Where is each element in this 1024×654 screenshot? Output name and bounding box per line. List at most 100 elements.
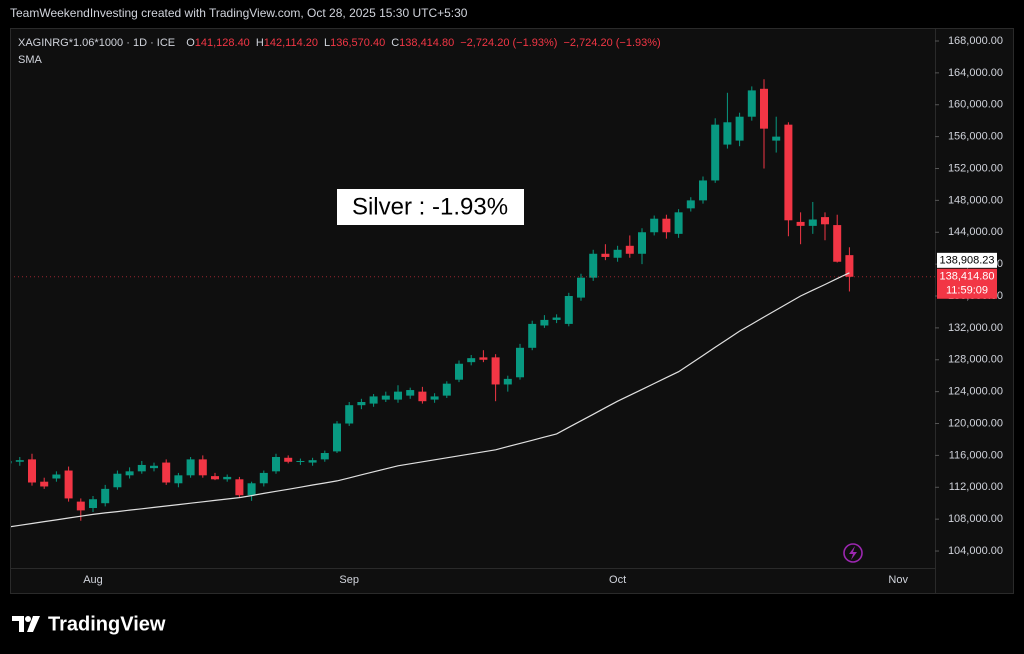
candle-body [503,378,512,385]
candle-body [198,459,207,476]
candle-body [11,460,12,464]
candle-body [455,363,463,380]
ohlc-value: 141,128.40 [195,37,250,49]
candle-body [821,217,829,225]
candle-body [150,465,158,469]
candle-body [369,396,378,404]
x-tick-label: Oct [609,574,626,586]
candle-body [711,124,720,181]
candle-body [577,277,585,298]
x-tick-label: Nov [888,574,908,586]
y-tick-label: 148,000.00 [948,194,1003,206]
countdown: 11:59:09 [946,285,988,297]
sma-line [11,272,850,528]
candle-body [491,357,500,385]
y-tick-label: 124,000.00 [948,386,1003,398]
candle-body [418,391,427,402]
candle-body [247,483,256,496]
logo-dot [25,616,31,622]
change: −2,724.20 (−1.93%) [460,37,557,49]
candle-body [40,481,49,487]
legend: XAGINRG*1.06*1000 · 1D · ICE O141,128.40… [18,37,661,49]
candle-body [674,212,683,234]
sma-label-box [937,252,997,268]
candle-body [552,317,561,320]
y-tick-label: 108,000.00 [948,513,1003,525]
ohlc-key: C [391,37,399,49]
candle-body [699,180,707,201]
candle-body [772,136,781,141]
candle-body [540,319,549,326]
y-tick-label: 112,000.00 [949,481,1003,493]
candle-body [650,218,659,233]
candle-body [52,474,61,479]
y-tick-label: 116,000.00 [949,449,1003,461]
candle-body [406,390,415,396]
candle-body [174,475,183,484]
candle-body [89,499,97,508]
y-tick-label: 152,000.00 [948,162,1003,174]
y-tick-label: 156,000.00 [948,131,1003,143]
candle-body [723,122,732,145]
candle-body [662,218,671,233]
candle-body [162,462,171,483]
candle-body [381,395,390,400]
candle-body [784,124,793,221]
candle-body [833,225,842,262]
logo [12,616,40,632]
candle-body [735,116,744,141]
candle-body [259,472,268,484]
y-tick-label: 132,000.00 [948,322,1003,334]
candle-body [430,396,439,400]
alert-icon[interactable] [843,543,863,563]
candle-body [625,245,634,254]
x-tick-label: Aug [83,574,103,586]
x-tick-label: Sep [339,574,359,586]
candle-body [272,456,280,472]
candle-body [564,296,573,324]
candle-body [333,423,341,452]
candle-body [101,488,110,504]
close-label: 138,414.80 [939,271,994,283]
candle-body [223,476,232,480]
logo-mark [12,616,24,632]
candle-body [442,383,451,396]
candle-body [320,453,329,460]
candle-body [186,459,195,476]
candle-body [747,90,756,117]
candle-body [638,232,646,254]
indicator-name: SMA [18,54,43,66]
candle-body [760,88,768,129]
candle-body [235,479,244,496]
ohlc-key: H [256,37,264,49]
candle-body [211,476,219,480]
y-tick-label: 120,000.00 [948,417,1003,429]
credit: TeamWeekendInvesting created with Tradin… [10,6,468,20]
plot [11,79,935,528]
candle-body [796,221,805,226]
y-tick-label: 128,000.00 [948,354,1003,366]
y-tick-label: 144,000.00 [948,226,1003,238]
sma-label: 138,908.23 [939,255,994,267]
ohlc-key: O [186,37,195,49]
candle-body [601,253,610,257]
ohlc-value: 136,570.40 [330,37,385,49]
y-tick-label: 168,000.00 [948,35,1003,47]
candle-body [64,470,73,499]
ohlc-value: 142,114.20 [264,37,318,49]
candle-body [15,460,24,462]
candle-body [125,471,134,476]
candle-body [308,460,317,463]
candle-body [589,253,598,278]
y-tick-label: 104,000.00 [948,545,1003,557]
candle-body [284,457,293,462]
candle-body [76,501,85,511]
ohlc-value: 138,414.80 [399,37,454,49]
candle-body [357,401,366,406]
candle-body [528,323,537,348]
annotation-box [337,189,524,225]
candle-body [808,219,817,226]
candle-body [28,459,36,483]
alert-bolt [849,546,857,560]
symbol: XAGINRG*1.06*1000 · 1D · ICE [18,37,175,49]
